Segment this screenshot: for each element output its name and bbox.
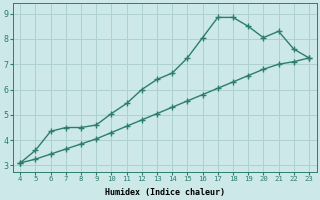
X-axis label: Humidex (Indice chaleur): Humidex (Indice chaleur) [105, 188, 225, 197]
